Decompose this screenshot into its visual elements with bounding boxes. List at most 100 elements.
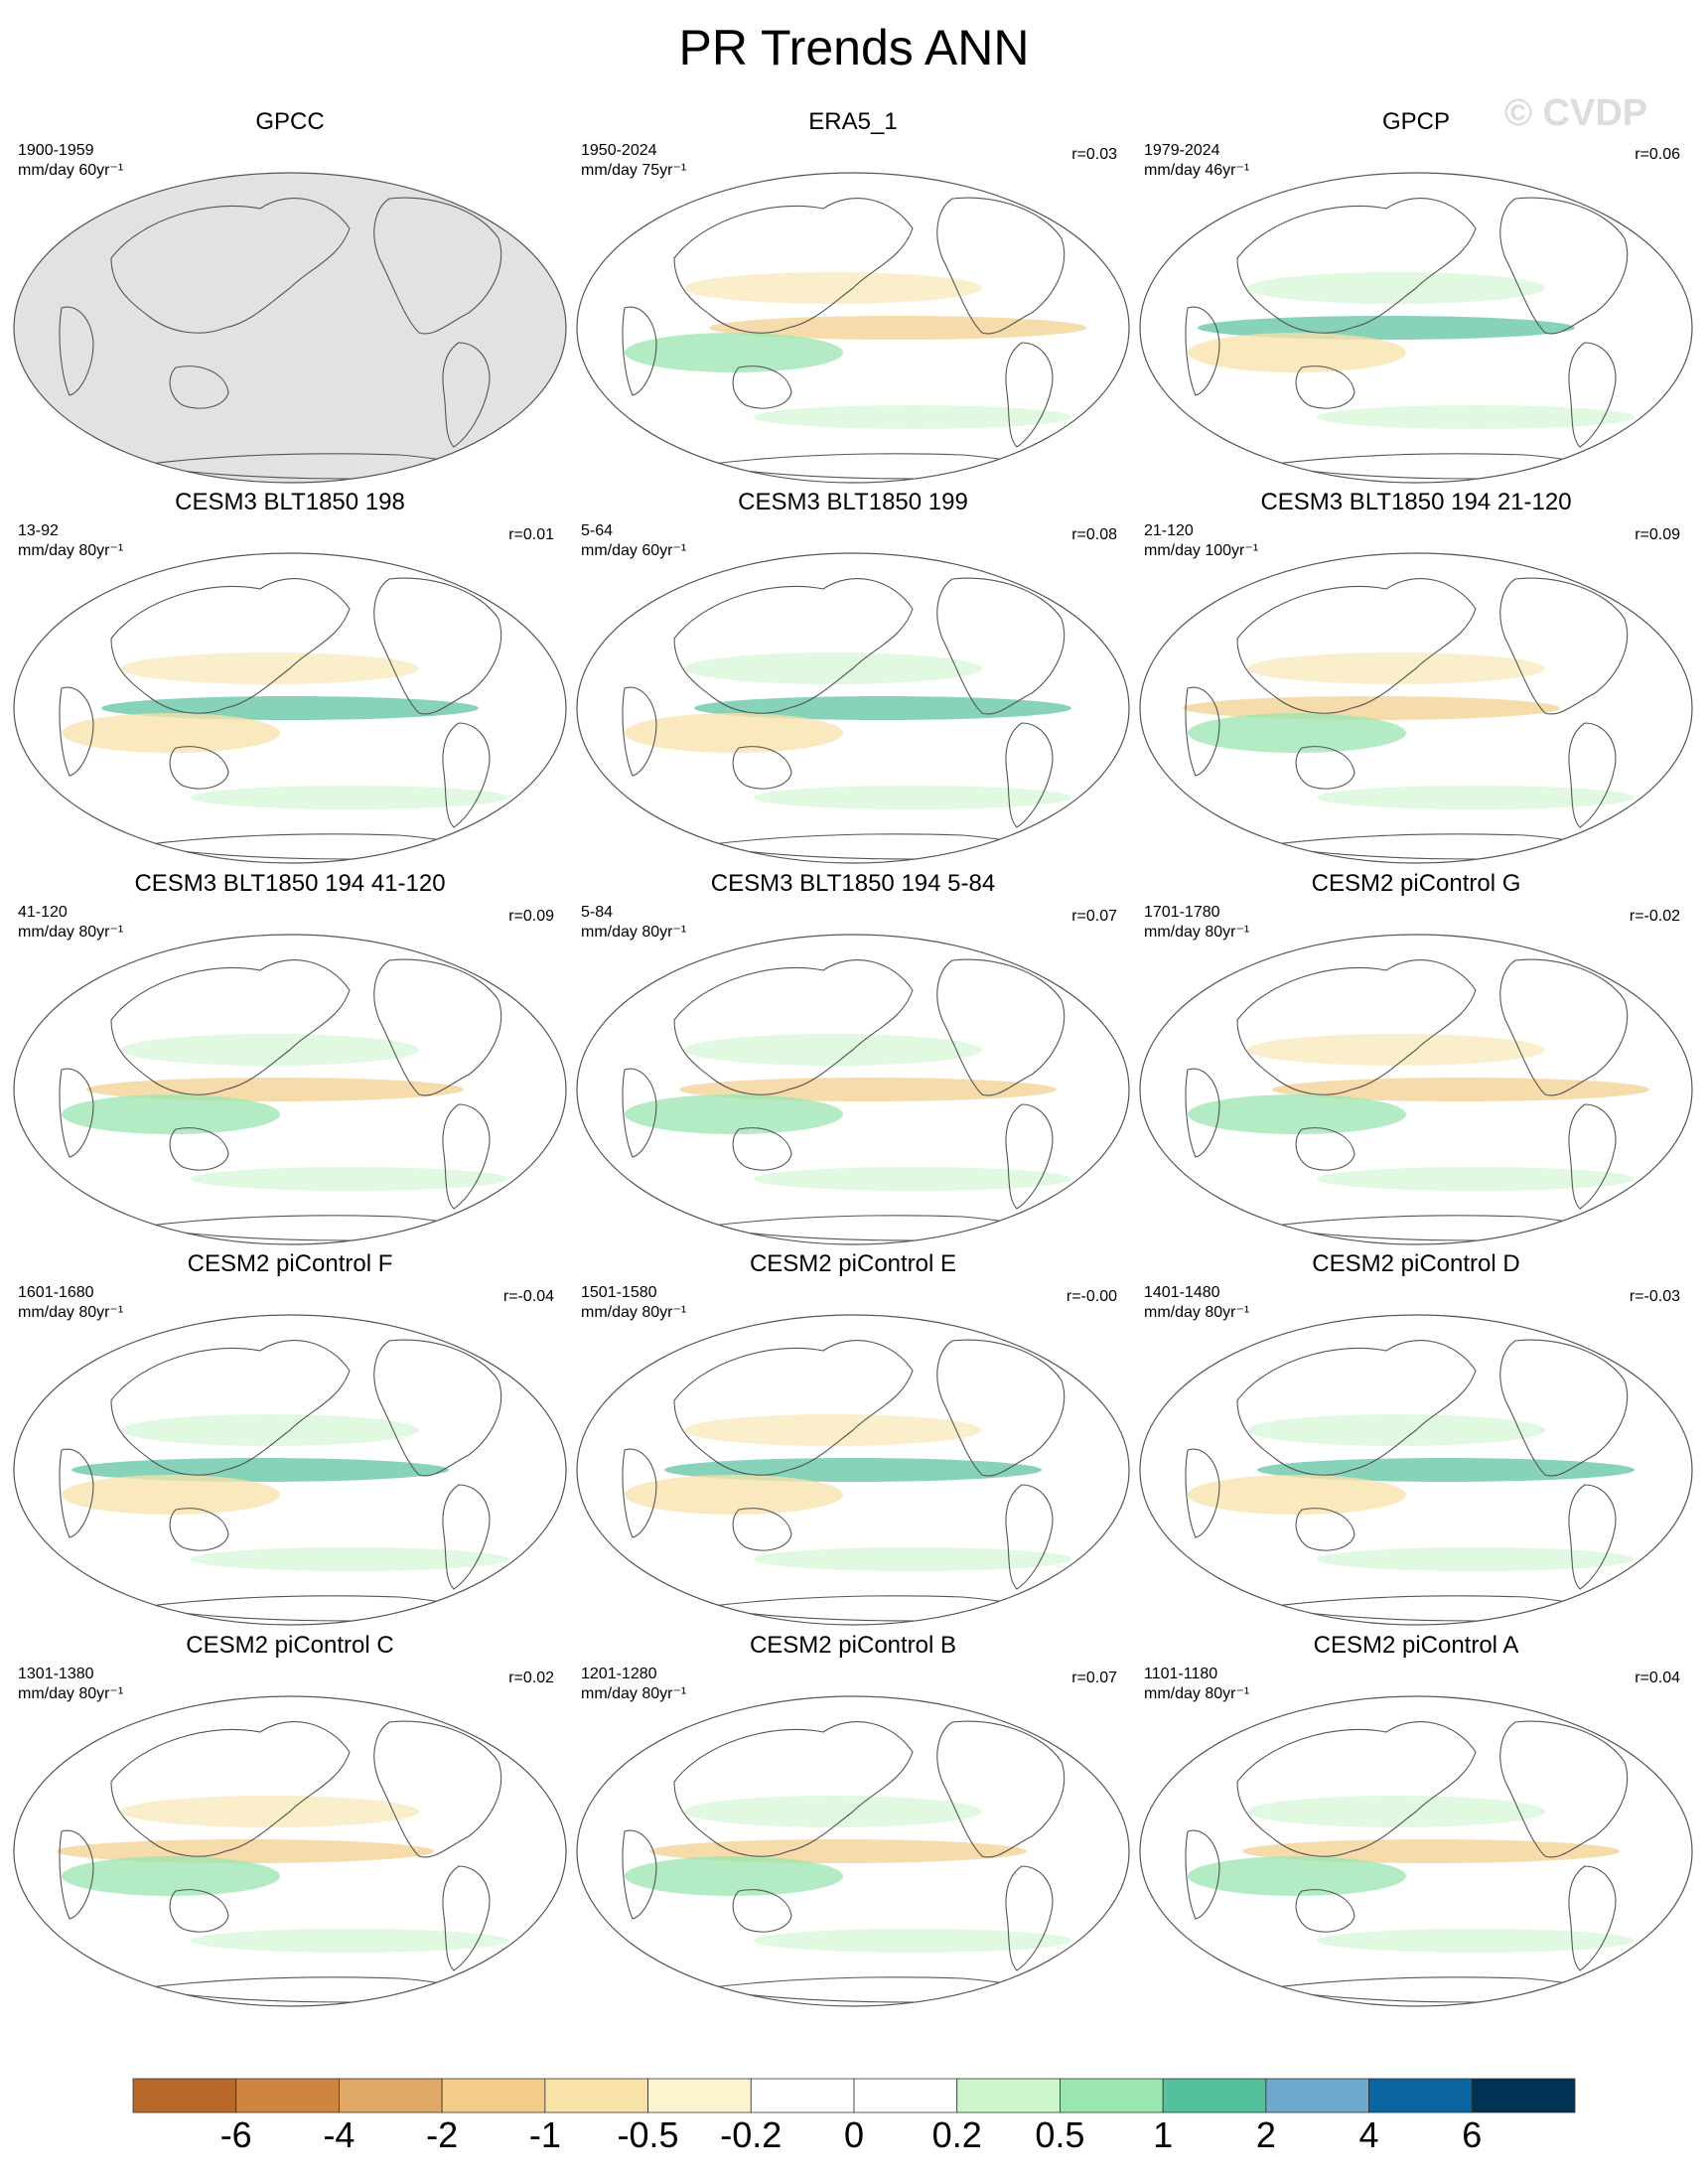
panel-title: CESM3 BLT1850 199 [738, 489, 968, 515]
panel-years: 1950-2024 [581, 142, 657, 159]
map-plot [1139, 172, 1693, 484]
panel-title: CESM2 piControl G [1311, 870, 1521, 897]
panel-title: CESM2 piControl D [1312, 1250, 1520, 1277]
coastline [673, 198, 914, 334]
coastline [732, 1889, 792, 1933]
map-panel: CESM2 piControl A 1101-1180 mm/day 80yr⁻¹ r… [1138, 1631, 1694, 2008]
map-panel: GPCP 1979-2024 mm/day 46yr⁻¹ r=0.06 [1138, 107, 1694, 485]
anomaly-band [679, 1078, 1057, 1101]
coastline [936, 1720, 1066, 1858]
coastline [1499, 1720, 1629, 1858]
anomaly-band [1247, 653, 1545, 684]
panel-correlation: r=0.07 [1071, 1670, 1117, 1686]
coastline [1236, 198, 1477, 334]
panel-years: 1501-1580 [581, 1284, 657, 1301]
anomaly-band [1188, 1094, 1406, 1134]
colorbar-tick-label: 0 [843, 2114, 865, 2155]
coastline [59, 1829, 94, 1920]
missing-data-mask [14, 173, 566, 483]
anomaly-band [754, 1929, 1071, 1953]
colorbar-box [750, 2078, 855, 2113]
anomaly-band [121, 1034, 419, 1066]
colorbar-tick-label: 2 [1255, 2114, 1276, 2155]
anomaly-band [1242, 1839, 1620, 1863]
anomaly-band [1188, 1856, 1406, 1896]
coastline [936, 197, 1066, 335]
anomaly-band [625, 1094, 843, 1134]
map-frame [1139, 1314, 1693, 1626]
map-plot [13, 1314, 567, 1626]
anomaly-band [1188, 1475, 1406, 1515]
panel-title: ERA5_1 [808, 108, 898, 135]
coastline [1185, 1448, 1220, 1538]
anomaly-band [754, 1547, 1071, 1571]
panel-title: GPCC [255, 108, 325, 135]
colorbar-box [339, 2078, 443, 2113]
coastline [59, 1068, 94, 1158]
coastline [1499, 577, 1629, 715]
map-frame [13, 934, 567, 1245]
anomaly-band [754, 405, 1071, 429]
panel-years: 5-84 [581, 904, 614, 921]
colorbar-box [1368, 2078, 1473, 2113]
anomaly-band [1317, 1547, 1635, 1571]
anomaly-band [62, 713, 280, 753]
anomaly-band [684, 272, 982, 304]
panel-years: 1701-1780 [1144, 904, 1220, 921]
anomaly-band [191, 1929, 508, 1953]
coastline [110, 1721, 351, 1857]
panel-correlation: r=-0.03 [1629, 1288, 1680, 1305]
coastline [622, 1068, 657, 1158]
coastline [1005, 722, 1054, 828]
anomaly-band [1257, 1458, 1635, 1482]
map-frame [576, 1695, 1130, 2007]
colorbar-tick-label: 0.5 [1035, 2114, 1085, 2155]
coastline [1568, 1865, 1617, 1971]
anomaly-band [684, 1414, 982, 1446]
anomaly-band [625, 1856, 843, 1896]
coastline [373, 958, 502, 1096]
coastline [1236, 578, 1477, 714]
panel-correlation: r=-0.02 [1629, 908, 1680, 925]
colorbar-tick-label: -1 [528, 2114, 561, 2155]
anomaly-band [121, 1796, 419, 1827]
panel-correlation: r=-0.00 [1066, 1288, 1117, 1305]
panel-units: mm/day 80yr⁻¹ [18, 1304, 124, 1321]
panel-years: 1900-1959 [18, 142, 94, 159]
map-frame [576, 934, 1130, 1245]
anomaly-band [1317, 786, 1635, 809]
coastline [732, 1508, 792, 1551]
coastline [1568, 722, 1617, 828]
panel-correlation: r=-0.04 [502, 1288, 554, 1305]
coastline [373, 577, 502, 715]
coastline [1185, 1829, 1220, 1920]
coastline [1236, 959, 1477, 1095]
anomaly-band [121, 653, 419, 684]
map-frame [13, 552, 567, 864]
colorbar-box [132, 2078, 237, 2113]
colorbar-box [235, 2078, 340, 2113]
coastline [1499, 197, 1629, 335]
panel-units: mm/day 60yr⁻¹ [581, 542, 687, 559]
map-plot [576, 934, 1130, 1245]
colorbar-box [544, 2078, 648, 2113]
map-plot [1139, 934, 1693, 1245]
colorbar-tick-label: 1 [1153, 2114, 1174, 2155]
map-panel: CESM2 piControl C 1301-1380 mm/day 80yr⁻¹ r… [12, 1631, 568, 2008]
coastline [936, 1339, 1066, 1477]
map-plot [576, 172, 1130, 484]
coastline [442, 722, 491, 828]
map-panel: CESM3 BLT1850 199 5-64 mm/day 60yr⁻¹ r=0.08 [575, 488, 1131, 865]
panel-title: CESM3 BLT1850 194 21-120 [1260, 489, 1572, 515]
coastline [169, 365, 229, 409]
map-plot [1139, 1695, 1693, 2007]
map-frame [13, 172, 567, 484]
anomaly-band [625, 713, 843, 753]
coastline [169, 1889, 229, 1933]
anomaly-band [754, 1167, 1071, 1191]
colorbar-box [1060, 2078, 1164, 2113]
panel-correlation: r=0.02 [508, 1670, 554, 1686]
coastline [169, 1508, 229, 1551]
coastline [622, 686, 657, 777]
coastline [442, 1865, 491, 1971]
